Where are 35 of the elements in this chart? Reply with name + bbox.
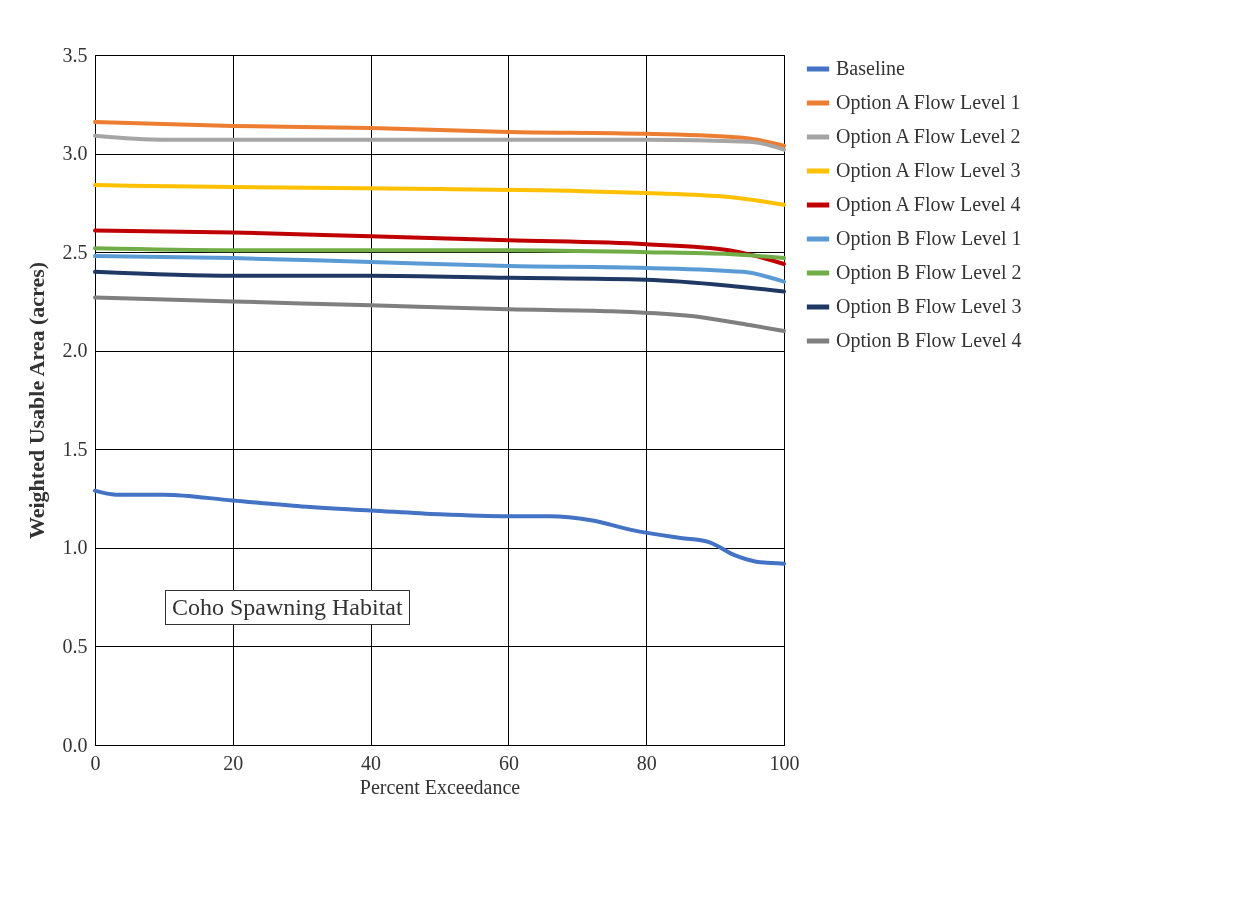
y-tick-label: 3.0 [62, 142, 88, 165]
legend-label: Option B Flow Level 4 [836, 329, 1022, 352]
legend-label: Option B Flow Level 2 [836, 261, 1022, 284]
y-axis-title: Weighted Usable Area (acres) [23, 261, 49, 540]
annotation: Coho Spawning Habitat [165, 590, 410, 625]
x-tick-label: 80 [636, 751, 657, 774]
x-tick-label: 20 [223, 751, 244, 774]
line-series [93, 269, 786, 294]
line-series [93, 228, 786, 266]
line-series [93, 183, 786, 207]
line-series [93, 120, 786, 148]
x-tick-label: 100 [769, 751, 800, 774]
x-tick-label: 0 [90, 751, 101, 774]
y-tick-label: 2.5 [62, 240, 88, 263]
y-tick-label: 2.0 [62, 339, 88, 362]
legend-label: Baseline [836, 57, 905, 79]
legend-label: Option B Flow Level 3 [836, 295, 1022, 318]
legend-label: Option A Flow Level 1 [836, 91, 1021, 114]
x-axis-title: Percent Exceedance [359, 775, 521, 798]
y-tick-label: 0.0 [62, 733, 88, 756]
line-series [93, 246, 786, 261]
line-series [93, 488, 786, 566]
y-tick-label: 0.5 [62, 634, 88, 657]
x-tick-label: 40 [361, 751, 382, 774]
line-series [93, 295, 786, 333]
y-tick-label: 1.0 [62, 536, 88, 559]
legend-label: Option B Flow Level 1 [836, 227, 1022, 250]
x-tick-label: 60 [498, 751, 519, 774]
legend-label: Option A Flow Level 4 [836, 193, 1021, 216]
legend-label: Option A Flow Level 2 [836, 125, 1021, 148]
y-tick-label: 3.5 [62, 43, 88, 66]
line-series [93, 254, 786, 284]
legend-label: Option A Flow Level 3 [836, 159, 1021, 182]
line-series [93, 133, 786, 152]
y-tick-label: 1.5 [62, 437, 88, 460]
